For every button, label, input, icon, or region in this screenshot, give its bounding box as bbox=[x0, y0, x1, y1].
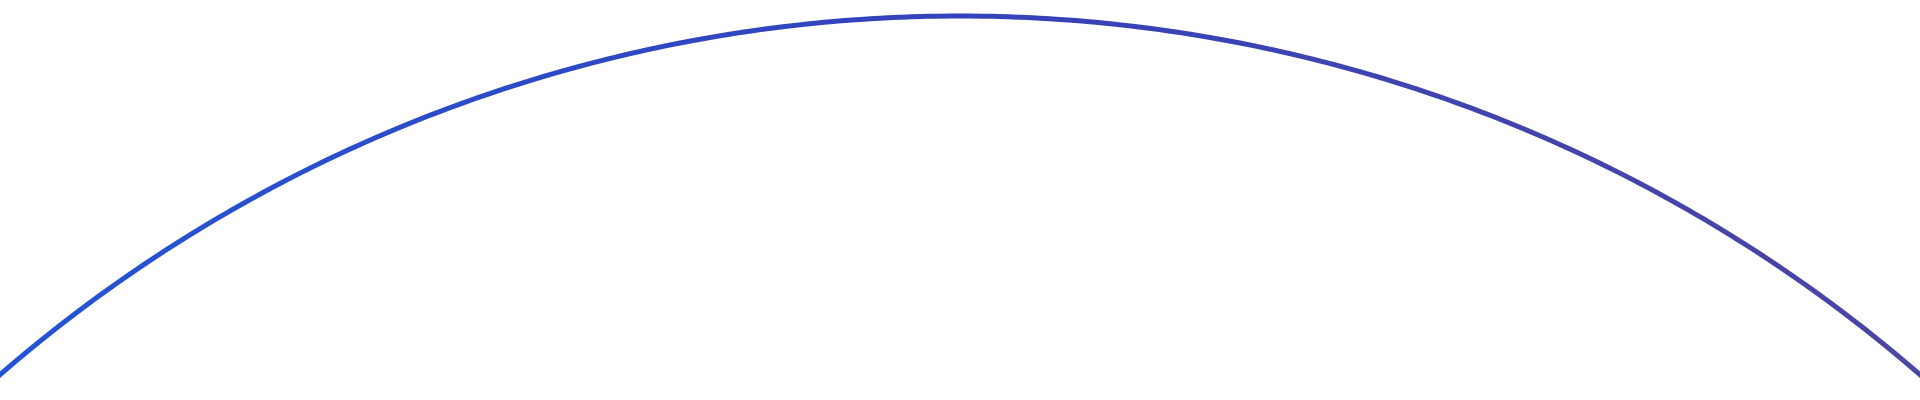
arc-curve-line bbox=[0, 13, 1920, 379]
